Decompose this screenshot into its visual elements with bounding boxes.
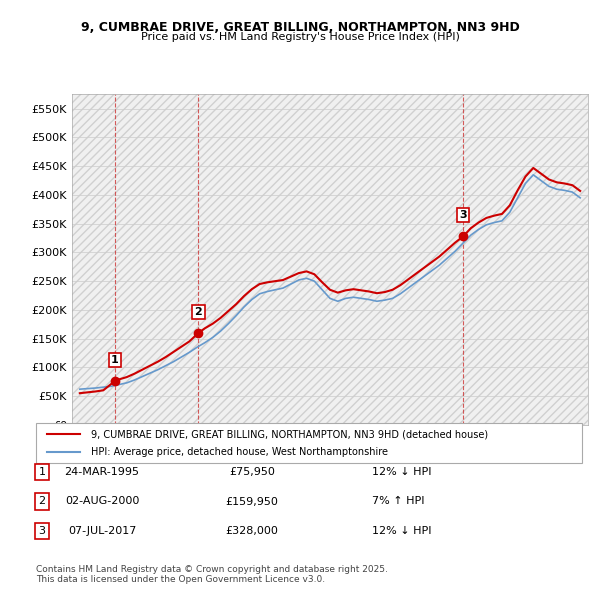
Text: 1: 1 [111,355,119,365]
Text: 2: 2 [194,307,202,317]
Text: £75,950: £75,950 [229,467,275,477]
FancyBboxPatch shape [36,423,582,463]
Text: 12% ↓ HPI: 12% ↓ HPI [372,526,431,536]
Text: Contains HM Land Registry data © Crown copyright and database right 2025.
This d: Contains HM Land Registry data © Crown c… [36,565,388,584]
Text: £159,950: £159,950 [226,497,278,506]
Text: 02-AUG-2000: 02-AUG-2000 [65,497,139,506]
Text: 12% ↓ HPI: 12% ↓ HPI [372,467,431,477]
Text: 9, CUMBRAE DRIVE, GREAT BILLING, NORTHAMPTON, NN3 9HD: 9, CUMBRAE DRIVE, GREAT BILLING, NORTHAM… [80,21,520,34]
Text: Price paid vs. HM Land Registry's House Price Index (HPI): Price paid vs. HM Land Registry's House … [140,32,460,42]
Text: 2: 2 [38,497,46,506]
Text: 9, CUMBRAE DRIVE, GREAT BILLING, NORTHAMPTON, NN3 9HD (detached house): 9, CUMBRAE DRIVE, GREAT BILLING, NORTHAM… [91,430,488,440]
Text: 24-MAR-1995: 24-MAR-1995 [65,467,139,477]
Text: £328,000: £328,000 [226,526,278,536]
Text: 7% ↑ HPI: 7% ↑ HPI [372,497,425,506]
Text: 07-JUL-2017: 07-JUL-2017 [68,526,136,536]
Text: HPI: Average price, detached house, West Northamptonshire: HPI: Average price, detached house, West… [91,447,388,457]
Text: 3: 3 [460,210,467,220]
Text: 1: 1 [38,467,46,477]
Text: 3: 3 [38,526,46,536]
